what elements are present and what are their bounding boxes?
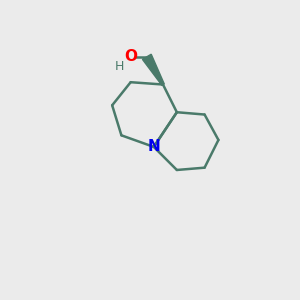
Text: H: H xyxy=(114,59,124,73)
Text: N: N xyxy=(147,140,160,154)
Text: O: O xyxy=(124,49,137,64)
Polygon shape xyxy=(142,54,164,85)
